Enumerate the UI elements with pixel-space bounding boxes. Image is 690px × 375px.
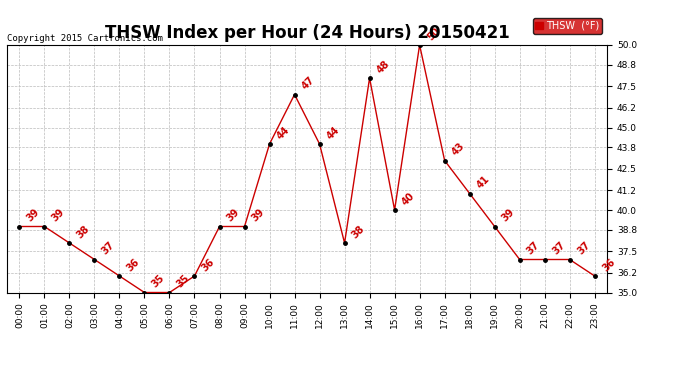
Text: 39: 39 [250, 207, 267, 224]
Text: 50: 50 [425, 26, 442, 42]
Text: 48: 48 [375, 58, 392, 75]
Text: 40: 40 [400, 190, 417, 207]
Text: 36: 36 [125, 256, 141, 273]
Text: 37: 37 [525, 240, 542, 257]
Text: 47: 47 [300, 75, 317, 92]
Text: 37: 37 [550, 240, 567, 257]
Text: 39: 39 [225, 207, 241, 224]
Text: 39: 39 [50, 207, 67, 224]
Text: 37: 37 [100, 240, 117, 257]
Text: 37: 37 [575, 240, 592, 257]
Text: 39: 39 [500, 207, 517, 224]
Legend: THSW  (°F): THSW (°F) [533, 18, 602, 33]
Title: THSW Index per Hour (24 Hours) 20150421: THSW Index per Hour (24 Hours) 20150421 [105, 24, 509, 42]
Text: 44: 44 [275, 124, 292, 141]
Text: 36: 36 [600, 256, 617, 273]
Text: 35: 35 [150, 273, 167, 290]
Text: 35: 35 [175, 273, 192, 290]
Text: 43: 43 [450, 141, 467, 158]
Text: 41: 41 [475, 174, 492, 191]
Text: 38: 38 [75, 224, 92, 240]
Text: 38: 38 [350, 224, 367, 240]
Text: Copyright 2015 Cartronics.com: Copyright 2015 Cartronics.com [7, 33, 163, 42]
Text: 39: 39 [25, 207, 41, 224]
Text: 44: 44 [325, 124, 342, 141]
Text: 36: 36 [200, 256, 217, 273]
